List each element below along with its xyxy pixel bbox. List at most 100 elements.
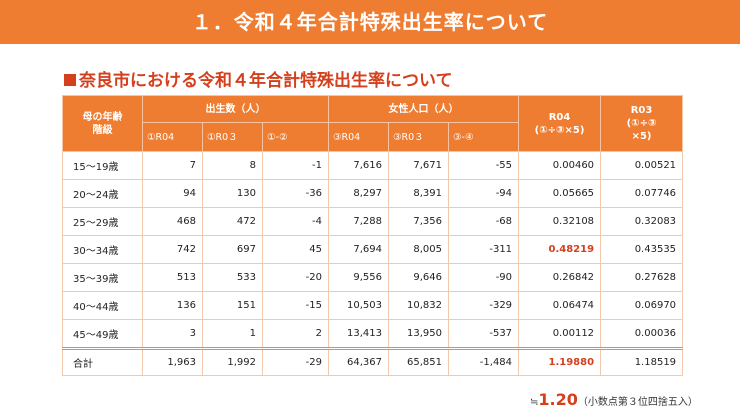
cell-b04: 94 <box>142 179 203 208</box>
cell-b03: 1 <box>202 319 263 349</box>
cell-age: 15～19歳 <box>62 151 143 180</box>
cell-r04: 1.19880 <box>518 347 602 376</box>
cell-b03: 130 <box>202 179 263 208</box>
cell-b03: 533 <box>202 263 263 292</box>
cell-r03: 0.43535 <box>600 235 684 264</box>
cell-bd: -20 <box>261 263 330 292</box>
cell-r03: 0.27628 <box>600 263 684 292</box>
cell-b04: 742 <box>142 235 203 264</box>
total-row: 合計 1,963 1,992 -29 64,367 65,851 -1,484 1.19880… <box>62 347 684 376</box>
cell-b03: 472 <box>202 207 263 236</box>
cell-age: 35～39歳 <box>62 263 143 292</box>
cell-bd: -29 <box>261 347 330 376</box>
cell-r03: 0.00036 <box>600 319 684 349</box>
cell-bd: -15 <box>261 291 330 320</box>
approx-symbol: ≒ <box>530 397 539 408</box>
section-title-text: 奈良市における令和４年合計特殊出生率について <box>79 71 453 91</box>
cell-r04: 0.48219 <box>518 235 602 264</box>
cell-p04: 7,694 <box>328 235 390 264</box>
cell-p03: 7,356 <box>388 207 450 236</box>
cell-r04: 0.00460 <box>518 151 602 180</box>
cell-r03: 0.06970 <box>600 291 684 320</box>
cell-age: 25～29歳 <box>62 207 143 236</box>
cell-p04: 10,503 <box>328 291 390 320</box>
cell-pd: -94 <box>448 179 520 208</box>
cell-p03: 13,950 <box>388 319 450 349</box>
cell-b04: 468 <box>142 207 203 236</box>
header-age-group: 母の年齢 階級 <box>62 95 143 152</box>
page-title: １．令和４年合計特殊出生率について <box>191 10 549 34</box>
subheader-cell: ③-④ <box>448 122 520 152</box>
cell-b03: 151 <box>202 291 263 320</box>
cell-age: 45～49歳 <box>62 319 143 349</box>
subheader-cell: ③R04 <box>328 122 390 152</box>
cell-p04: 9,556 <box>328 263 390 292</box>
cell-pd: -1,484 <box>448 347 520 376</box>
cell-p03: 9,646 <box>388 263 450 292</box>
cell-pd: -537 <box>448 319 520 349</box>
rounding-footnote: ≒1.20（小数点第３位四捨五入） <box>530 390 698 409</box>
cell-bd: 2 <box>261 319 330 349</box>
cell-age: 合計 <box>62 347 143 376</box>
cell-age: 20～24歳 <box>62 179 143 208</box>
cell-p03: 10,832 <box>388 291 450 320</box>
rounding-note: （小数点第３位四捨五入） <box>577 397 698 408</box>
cell-b04: 3 <box>142 319 203 349</box>
table-row: 30～34歳 742 697 45 7,694 8,005 -311 0.48219 0.435… <box>62 235 684 264</box>
cell-p04: 13,413 <box>328 319 390 349</box>
cell-age: 40～44歳 <box>62 291 143 320</box>
subheader-cell: ①R0３ <box>202 122 263 152</box>
cell-r03: 0.07746 <box>600 179 684 208</box>
cell-p04: 7,288 <box>328 207 390 236</box>
header-births: 出生数（人） <box>141 95 330 123</box>
subheader-cell: ③R0３ <box>388 122 450 152</box>
cell-bd: -36 <box>261 179 330 208</box>
cell-b03: 8 <box>202 151 263 180</box>
cell-p03: 8,391 <box>388 179 450 208</box>
cell-p03: 8,005 <box>388 235 450 264</box>
section-title: 奈良市における令和４年合計特殊出生率について <box>64 66 453 91</box>
cell-r04: 0.00112 <box>518 319 602 349</box>
cell-bd: 45 <box>261 235 330 264</box>
cell-r04: 0.26842 <box>518 263 602 292</box>
table-row: 25～29歳 468 472 -4 7,288 7,356 -68 0.32108 0.3208… <box>62 207 684 236</box>
table-row: 20～24歳 94 130 -36 8,297 8,391 -94 0.05665 0.0774… <box>62 179 684 208</box>
cell-pd: -90 <box>448 263 520 292</box>
cell-r04: 0.32108 <box>518 207 602 236</box>
header-r03-rate: R03 (①÷③ ×5) <box>600 95 684 152</box>
table-row: 15～19歳 7 8 -1 7,616 7,671 -55 0.00460 0.00521 <box>62 151 684 180</box>
cell-r03: 1.18519 <box>600 347 684 376</box>
rounded-total-value: 1.20 <box>538 390 578 409</box>
table-row: 40～44歳 136 151 -15 10,503 10,832 -329 0.06474 0.… <box>62 291 684 320</box>
subheader-cell: ①-② <box>261 122 330 152</box>
cell-r04: 0.05665 <box>518 179 602 208</box>
cell-p04: 7,616 <box>328 151 390 180</box>
square-bullet-icon <box>64 74 76 86</box>
table-row: 45～49歳 3 1 2 13,413 13,950 -537 0.00112 0.00036 <box>62 319 684 349</box>
cell-b04: 136 <box>142 291 203 320</box>
cell-r03: 0.32083 <box>600 207 684 236</box>
cell-bd: -1 <box>261 151 330 180</box>
cell-b03: 1,992 <box>202 347 263 376</box>
cell-p04: 64,367 <box>328 347 390 376</box>
cell-b03: 697 <box>202 235 263 264</box>
cell-pd: -311 <box>448 235 520 264</box>
cell-b04: 1,963 <box>142 347 203 376</box>
cell-r04: 0.06474 <box>518 291 602 320</box>
page-title-banner: １．令和４年合計特殊出生率について <box>0 0 740 44</box>
header-r04-rate: R04 (①÷③×5) <box>518 95 602 152</box>
cell-p04: 8,297 <box>328 179 390 208</box>
cell-b04: 513 <box>142 263 203 292</box>
cell-pd: -68 <box>448 207 520 236</box>
cell-r03: 0.00521 <box>600 151 684 180</box>
cell-bd: -4 <box>261 207 330 236</box>
cell-pd: -329 <box>448 291 520 320</box>
cell-b04: 7 <box>142 151 203 180</box>
header-female-population: 女性人口（人） <box>328 95 520 123</box>
cell-p03: 7,671 <box>388 151 450 180</box>
cell-age: 30～34歳 <box>62 235 143 264</box>
cell-p03: 65,851 <box>388 347 450 376</box>
subheader-cell: ①R04 <box>142 122 203 152</box>
fertility-rate-table: 母の年齢 階級 出生数（人） 女性人口（人） R04 (①÷③×5) R03 (… <box>62 95 684 376</box>
cell-pd: -55 <box>448 151 520 180</box>
